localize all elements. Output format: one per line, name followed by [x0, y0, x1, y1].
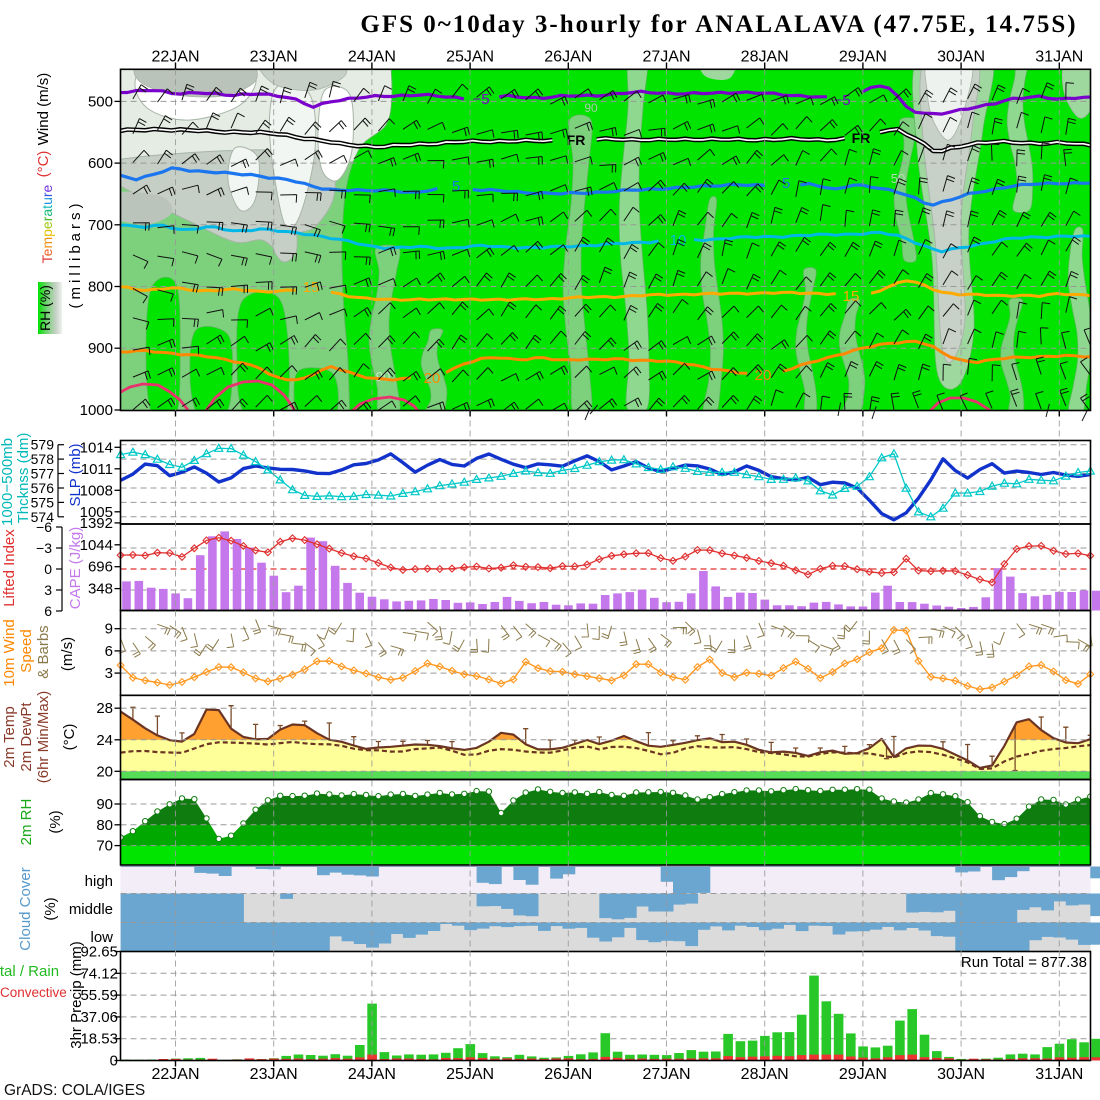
svg-text:Run Total = 877.38: Run Total = 877.38	[961, 954, 1087, 971]
svg-text:1005: 1005	[80, 504, 113, 521]
svg-text:26JAN: 26JAN	[544, 1066, 592, 1083]
svg-text:22JAN: 22JAN	[151, 49, 199, 66]
svg-text:50: 50	[891, 171, 905, 186]
svg-text:29JAN: 29JAN	[839, 1066, 887, 1083]
svg-text:2m Temp: 2m Temp	[1, 706, 18, 767]
svg-text:2m DewPt: 2m DewPt	[18, 702, 35, 772]
svg-text:0: 0	[44, 561, 52, 577]
svg-text:1000: 1000	[80, 402, 113, 419]
svg-text:Temperature: Temperature	[39, 184, 55, 263]
svg-text:6: 6	[44, 603, 52, 619]
svg-text:55.59: 55.59	[80, 987, 118, 1004]
svg-text:575: 575	[31, 494, 55, 510]
svg-text:1044: 1044	[80, 537, 113, 554]
svg-text:70: 70	[96, 838, 113, 855]
svg-text:high: high	[85, 873, 113, 890]
svg-text:3hr Precip (mm): 3hr Precip (mm)	[68, 941, 85, 1049]
svg-text:22JAN: 22JAN	[151, 1066, 199, 1083]
svg-text:18.53: 18.53	[80, 1031, 118, 1048]
svg-text:24JAN: 24JAN	[348, 1066, 396, 1083]
svg-text:−5: −5	[472, 91, 489, 108]
svg-text:80: 80	[96, 817, 113, 834]
svg-text:−3: −3	[36, 540, 52, 556]
svg-text:GFS 0~10day 3-hourly for ANALA: GFS 0~10day 3-hourly for ANALALAVA (47.7…	[360, 11, 1077, 38]
svg-text:0: 0	[110, 1053, 118, 1070]
svg-text:(millibars): (millibars)	[67, 200, 84, 309]
svg-text:10m Wind: 10m Wind	[1, 619, 18, 687]
svg-text:800: 800	[88, 279, 113, 296]
svg-text:Thcknss (dm): Thcknss (dm)	[15, 433, 32, 524]
svg-text:(°C): (°C)	[61, 724, 78, 751]
svg-text:24JAN: 24JAN	[348, 49, 396, 66]
svg-text:(m/s): (m/s)	[59, 637, 76, 671]
svg-text:696: 696	[88, 559, 113, 576]
svg-text:37.06: 37.06	[80, 1009, 118, 1026]
svg-text:28JAN: 28JAN	[741, 49, 789, 66]
svg-text:500: 500	[88, 93, 113, 110]
svg-text:Wind (m/s): Wind (m/s)	[35, 73, 52, 146]
svg-text:90: 90	[584, 101, 598, 115]
svg-text:24: 24	[96, 732, 113, 749]
svg-text:6: 6	[105, 643, 113, 660]
svg-text:25JAN: 25JAN	[446, 1066, 494, 1083]
svg-text:1008: 1008	[80, 482, 113, 499]
svg-text:FR: FR	[852, 130, 871, 146]
svg-text:574: 574	[31, 509, 55, 525]
svg-text:348: 348	[88, 581, 113, 598]
svg-text:Convective: Convective	[0, 985, 67, 1000]
svg-text:700: 700	[88, 217, 113, 234]
svg-text:9: 9	[105, 621, 113, 638]
svg-text:23JAN: 23JAN	[250, 1066, 298, 1083]
svg-text:26JAN: 26JAN	[544, 49, 592, 66]
svg-text:577: 577	[31, 466, 55, 482]
svg-text:GrADS: COLA/IGES: GrADS: COLA/IGES	[4, 1082, 145, 1099]
svg-text:2m RH: 2m RH	[18, 799, 35, 846]
svg-text:578: 578	[31, 451, 55, 467]
svg-text:29JAN: 29JAN	[839, 49, 887, 66]
svg-text:25JAN: 25JAN	[446, 49, 494, 66]
svg-text:Lifted Index: Lifted Index	[1, 529, 18, 607]
svg-text:900: 900	[88, 340, 113, 357]
svg-text:27JAN: 27JAN	[642, 1066, 690, 1083]
svg-text:(%): (%)	[42, 897, 59, 920]
svg-text:1392: 1392	[80, 515, 113, 532]
svg-text:low: low	[90, 929, 113, 946]
svg-text:28JAN: 28JAN	[741, 1066, 789, 1083]
svg-text:3: 3	[44, 582, 52, 598]
svg-text:28: 28	[96, 700, 113, 717]
svg-text:23JAN: 23JAN	[250, 49, 298, 66]
svg-text:(%): (%)	[47, 810, 64, 833]
svg-text:RH (%): RH (%)	[37, 285, 53, 331]
svg-text:5: 5	[782, 175, 790, 192]
svg-text:(°C): (°C)	[35, 151, 52, 178]
svg-text:74.12: 74.12	[80, 965, 118, 982]
svg-text:1011: 1011	[81, 461, 113, 478]
svg-text:FR: FR	[567, 132, 586, 148]
svg-text:1014: 1014	[80, 439, 113, 456]
svg-text:& Barbs: & Barbs	[35, 625, 52, 678]
svg-text:Speed: Speed	[18, 629, 35, 672]
svg-text:SLP (mb): SLP (mb)	[67, 443, 84, 506]
svg-text:90: 90	[96, 796, 113, 813]
svg-text:20: 20	[424, 370, 441, 387]
svg-text:(6hr Min/Max): (6hr Min/Max)	[35, 691, 52, 784]
svg-text:middle: middle	[69, 901, 113, 918]
svg-text:Cloud Cover: Cloud Cover	[17, 867, 34, 950]
svg-text:30JAN: 30JAN	[937, 49, 985, 66]
svg-text:31JAN: 31JAN	[1035, 49, 1083, 66]
svg-text:31JAN: 31JAN	[1035, 1066, 1083, 1083]
svg-text:92.65: 92.65	[80, 944, 118, 961]
svg-text:5: 5	[452, 178, 460, 195]
svg-text:600: 600	[88, 155, 113, 172]
svg-text:−6: −6	[36, 519, 52, 535]
svg-text:1000−500mb: 1000−500mb	[0, 438, 16, 526]
svg-text:3: 3	[105, 665, 113, 682]
svg-text:20: 20	[96, 763, 113, 780]
svg-text:Total / Rain: Total / Rain	[0, 963, 59, 980]
svg-text:579: 579	[31, 437, 55, 453]
svg-text:30JAN: 30JAN	[937, 1066, 985, 1083]
svg-text:27JAN: 27JAN	[642, 49, 690, 66]
svg-text:CAPE (J/kg): CAPE (J/kg)	[67, 527, 84, 610]
svg-text:576: 576	[31, 480, 55, 496]
